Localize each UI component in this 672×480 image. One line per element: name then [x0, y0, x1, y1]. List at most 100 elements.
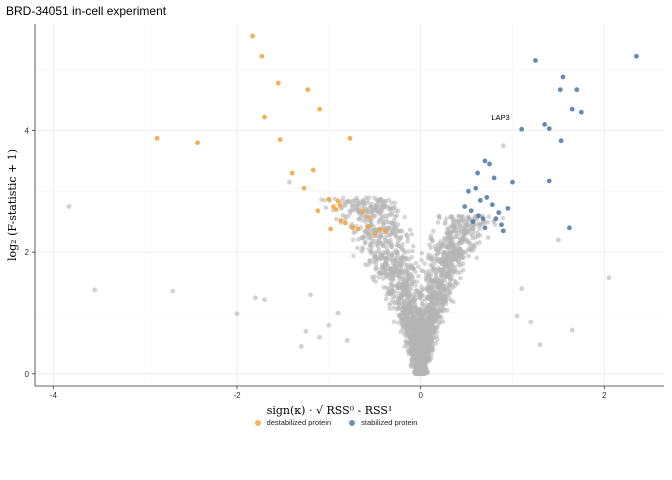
destabilized-point: [333, 207, 339, 212]
background-point: [326, 322, 332, 328]
background-point: [359, 248, 364, 254]
background-point: [381, 263, 387, 269]
background-point: [419, 284, 424, 289]
destabilized-point: [154, 135, 160, 141]
background-point: [470, 235, 475, 241]
background-point: [393, 300, 399, 306]
background-point: [410, 306, 415, 311]
background-point: [452, 265, 457, 271]
background-point: [395, 269, 400, 274]
background-point: [477, 240, 482, 245]
stabilized-point: [500, 228, 506, 234]
background-point: [437, 318, 443, 324]
background-point: [365, 262, 371, 268]
background-point: [429, 319, 434, 324]
background-point: [431, 228, 436, 234]
background-point: [420, 350, 425, 355]
background-point: [351, 253, 356, 259]
legend-swatch-stabilized: [349, 419, 356, 426]
background-point: [417, 362, 423, 367]
background-point: [445, 281, 451, 287]
background-point: [355, 237, 361, 242]
background-point: [477, 226, 482, 232]
background-point: [404, 263, 409, 269]
stabilized-point: [480, 216, 486, 222]
legend-item-destabilized: destabilized protein: [254, 418, 332, 427]
background-point: [485, 235, 491, 240]
background-point: [416, 319, 421, 325]
background-point: [372, 195, 377, 201]
background-point: [400, 241, 405, 247]
background-point: [345, 199, 350, 204]
y-tick-label: 2: [25, 248, 30, 257]
background-point: [349, 207, 354, 213]
background-point: [400, 302, 406, 308]
background-point: [413, 260, 419, 266]
background-protein-cloud: [319, 195, 506, 377]
background-point: [456, 221, 462, 226]
stabilized-point: [634, 53, 639, 59]
destabilized-point: [366, 215, 372, 220]
background-point: [446, 256, 452, 262]
destabilized-point: [310, 167, 316, 173]
background-point: [430, 308, 436, 313]
background-point: [452, 252, 457, 257]
background-point: [416, 353, 422, 359]
background-point: [424, 286, 429, 291]
background-point: [442, 235, 447, 241]
background-point: [446, 269, 451, 274]
stabilized-point: [574, 87, 580, 93]
x-tick-label: 2: [602, 391, 607, 400]
destabilized-point: [289, 170, 295, 176]
axes: -4 -2 0 2 0 2 4 sign(κ) · √ RSS⁰ - RSS¹ log₂ (F-…: [6, 24, 664, 417]
background-point: [394, 235, 400, 240]
background-point: [387, 306, 393, 312]
background-point: [423, 341, 428, 346]
background-point: [406, 303, 411, 309]
background-point: [342, 213, 348, 219]
destabilized-point: [338, 218, 344, 223]
background-point: [410, 248, 415, 254]
background-point: [389, 230, 395, 236]
background-point: [421, 304, 426, 310]
legend-label-destabilized: destabilized protein: [266, 418, 332, 427]
background-point: [398, 234, 404, 240]
background-point: [398, 295, 404, 301]
stabilized-point: [487, 161, 492, 167]
background-point: [519, 286, 525, 292]
background-point: [344, 337, 350, 343]
background-point: [460, 267, 466, 273]
background-point: [443, 285, 449, 291]
background-point: [433, 286, 438, 291]
background-point: [446, 260, 451, 265]
background-point: [428, 356, 434, 361]
background-point: [467, 240, 473, 246]
background-point: [370, 274, 375, 280]
background-point: [442, 251, 448, 257]
background-point: [394, 225, 399, 231]
background-point: [465, 247, 471, 253]
background-point: [298, 344, 304, 349]
background-point: [556, 237, 561, 243]
x-tick-label: 0: [418, 391, 423, 400]
background-point: [335, 310, 341, 316]
background-point: [375, 244, 381, 250]
background-point: [396, 243, 401, 249]
background-point: [389, 200, 394, 206]
background-point: [459, 240, 465, 245]
background-point: [170, 288, 176, 294]
background-point: [463, 219, 469, 225]
background-point: [402, 298, 407, 304]
background-point: [375, 199, 381, 205]
background-point: [451, 217, 457, 222]
background-point: [442, 299, 448, 305]
stabilized-point: [470, 219, 476, 225]
background-point: [435, 310, 440, 315]
background-point: [485, 220, 490, 225]
background-point: [384, 239, 389, 245]
background-point: [419, 293, 425, 298]
background-point: [376, 275, 382, 280]
stabilized-point: [491, 175, 497, 181]
background-point: [440, 261, 445, 267]
background-point: [431, 262, 437, 267]
